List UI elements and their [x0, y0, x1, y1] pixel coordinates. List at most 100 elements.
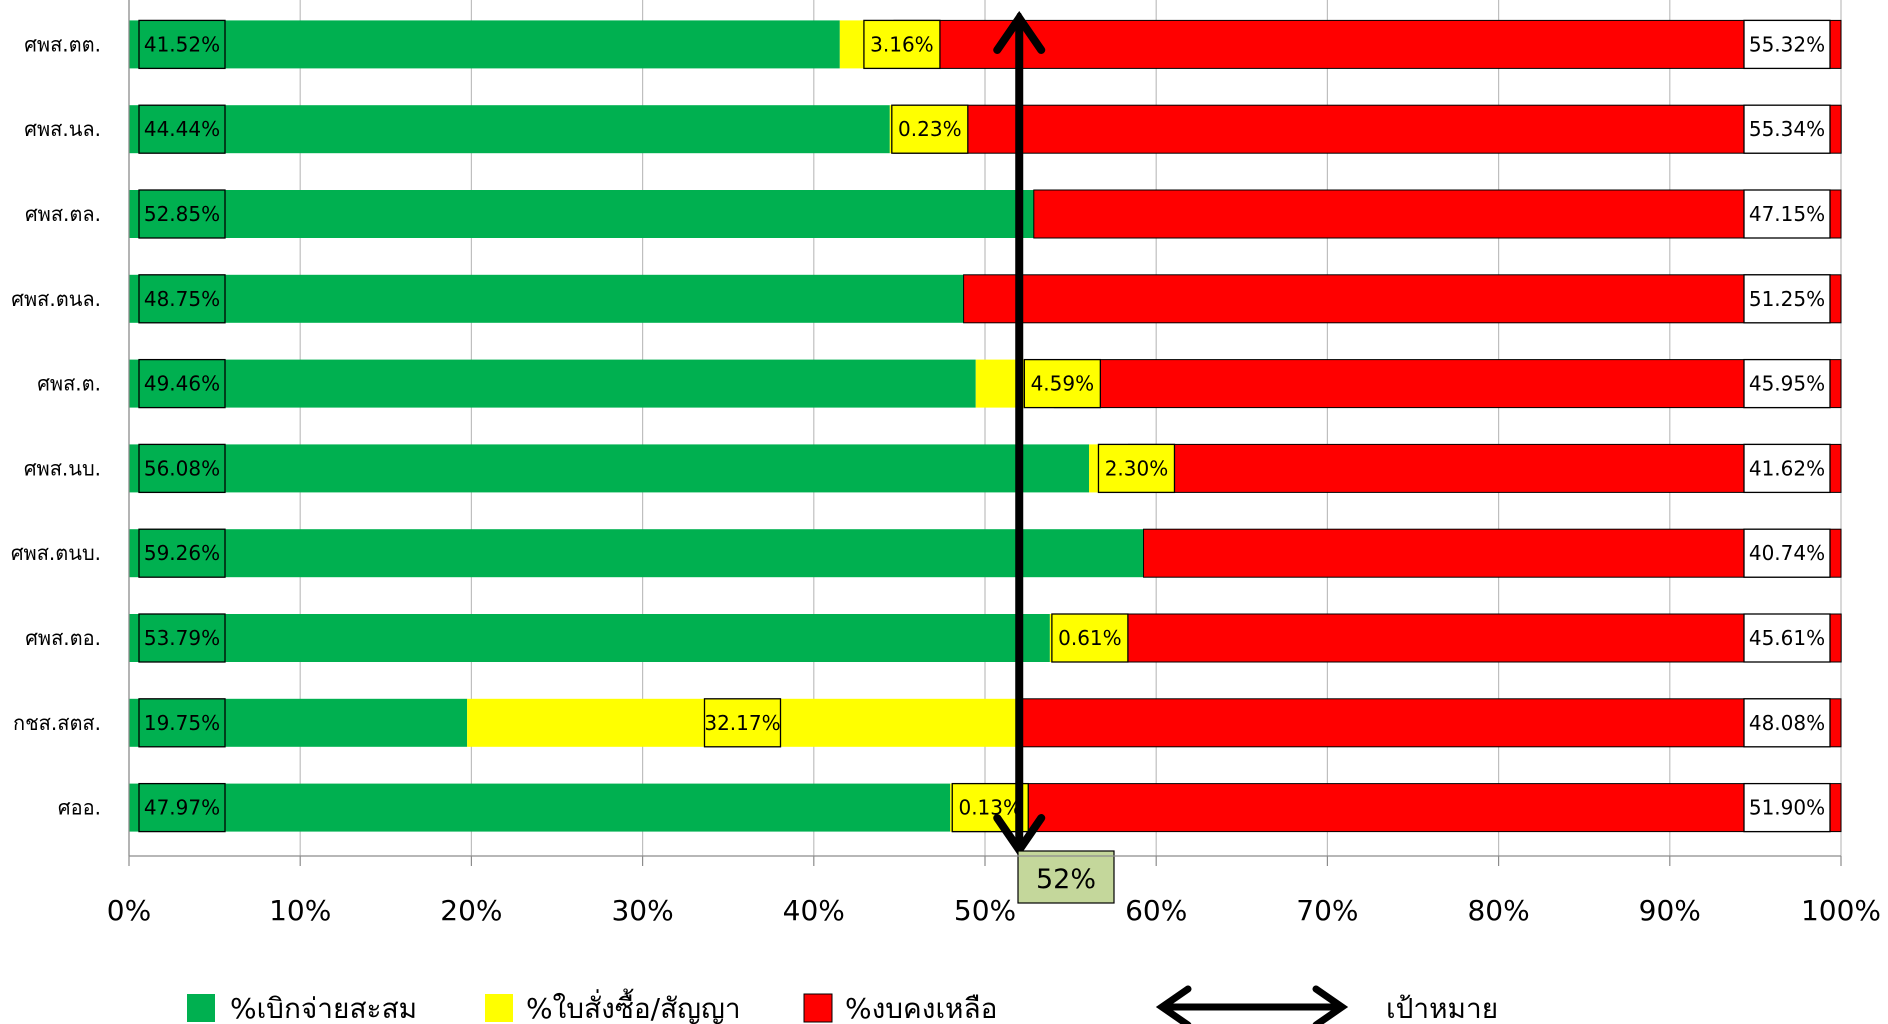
category-label: ศพส.ต.: [37, 372, 101, 396]
bar-segment: [129, 698, 468, 747]
x-tick-label: 50%: [954, 894, 1016, 927]
data-label-box: [138, 274, 226, 324]
bar-segment: [1127, 443, 1842, 493]
data-label: 44.44%: [144, 117, 220, 141]
data-label: 47.15%: [1749, 202, 1825, 226]
data-label: 0.13%: [958, 796, 1022, 820]
target-arrow-head-bottom: [993, 814, 1046, 858]
bar-segment: [1059, 613, 1842, 663]
data-label-box: [138, 698, 226, 748]
data-label-box: [138, 613, 226, 663]
axes: 0% 10% 20% 30% 40% 50% 60% 70% 80% 90% 100% ศพส.ตต.…: [11, 0, 1881, 927]
data-label: 53.79%: [144, 626, 220, 650]
data-label: 45.95%: [1749, 372, 1825, 396]
target-marker: 52%: [993, 10, 1115, 904]
data-label: 55.34%: [1749, 117, 1825, 141]
x-tick-label: 60%: [1125, 894, 1187, 927]
data-label-box: [703, 698, 782, 748]
category-label: กชส.สตส.: [13, 711, 101, 735]
data-label-box: [138, 19, 226, 70]
data-label-box: [1743, 274, 1831, 324]
data-label: 3.16%: [870, 32, 934, 56]
data-label: 51.90%: [1749, 796, 1825, 820]
data-label-box: [1743, 528, 1831, 578]
category-label: ศพส.ตนล.: [11, 287, 101, 311]
bar-segment: [129, 274, 964, 323]
bar-segment: [950, 783, 953, 832]
category-label: ศออ.: [58, 796, 101, 820]
bar-segment: [1143, 528, 1842, 578]
category-label: ศพส.ตต.: [24, 32, 101, 56]
data-label: 52.85%: [144, 202, 220, 226]
legend-label: %ใบสั่งซื้อ/สัญญา: [526, 988, 741, 1024]
bar-segment: [129, 190, 1034, 238]
legend-label: %เบิกจ่ายสะสม: [230, 992, 417, 1024]
x-tick-label: 30%: [611, 894, 673, 927]
data-label-box: [1097, 443, 1176, 494]
data-label-box: [863, 19, 941, 70]
bar-segment: [129, 529, 1144, 578]
data-label: 0.23%: [898, 117, 962, 141]
data-label: 48.08%: [1749, 711, 1825, 735]
data-label: 0.61%: [1058, 626, 1122, 650]
data-label-box: [1743, 19, 1831, 70]
bar-segment: [893, 19, 1842, 69]
legend: %เบิกจ่ายสะสม %ใบสั่งซื้อ/สัญญา %งบคงเหลือ…: [187, 985, 1498, 1024]
data-label: 45.61%: [1749, 626, 1825, 650]
x-tick-label: 90%: [1639, 894, 1701, 927]
bar-segment: [1053, 359, 1842, 409]
data-label-box: [138, 104, 226, 154]
bar-segment: [129, 20, 840, 69]
x-tick-label: 70%: [1296, 894, 1358, 927]
data-label-box: [138, 189, 226, 239]
bar-segment: [1033, 189, 1842, 239]
category-label: ศพส.นล.: [24, 117, 101, 141]
data-label-box: [1743, 443, 1831, 494]
data-label: 59.26%: [144, 541, 220, 565]
data-label-box: [1023, 358, 1101, 409]
legend-swatch: [187, 994, 215, 1022]
bar-segment: [129, 105, 890, 154]
x-tick-label: 0%: [107, 894, 151, 927]
bar-segment: [129, 444, 1090, 493]
data-label-box: [1743, 104, 1831, 154]
data-label: 40.74%: [1749, 541, 1825, 565]
data-label: 48.75%: [144, 287, 220, 311]
data-label-box: [1743, 189, 1831, 239]
x-tick-label: 20%: [440, 894, 502, 927]
data-label-box: [1743, 358, 1831, 409]
x-tick-label: 10%: [269, 894, 331, 927]
data-label: 51.25%: [1749, 287, 1825, 311]
data-label-box: [1051, 613, 1129, 663]
data-label: 2.30%: [1105, 456, 1169, 480]
bar-segment: [1017, 698, 1842, 748]
data-label-box: [891, 104, 969, 154]
legend-label: เป้าหมาย: [1386, 992, 1498, 1024]
bar-segment: [129, 783, 951, 832]
target-label-box: [1017, 850, 1115, 904]
category-label: ศพส.ตล.: [25, 202, 101, 226]
data-label: 41.52%: [144, 32, 220, 56]
bar-segment: [129, 614, 1050, 662]
category-label: ศพส.นบ.: [24, 456, 101, 480]
data-label: 49.46%: [144, 372, 220, 396]
x-tick-label: 100%: [1801, 894, 1881, 927]
data-label: 41.62%: [1749, 456, 1825, 480]
target-arrow-head-top: [993, 10, 1046, 54]
x-tick-label: 40%: [783, 894, 845, 927]
category-label: ศพส.ตอ.: [25, 626, 101, 650]
x-tick-label: 80%: [1467, 894, 1529, 927]
data-label-box: [138, 782, 226, 833]
data-label-box: [1743, 698, 1831, 748]
bar-segment: [963, 274, 1842, 324]
target-label: 52%: [1036, 864, 1096, 895]
bar-segment: [951, 783, 1842, 833]
legend-label: %งบคงเหลือ: [845, 992, 997, 1024]
data-label: 55.32%: [1749, 32, 1825, 56]
legend-arrow-head-right: [1312, 985, 1349, 1024]
data-label: 32.17%: [704, 711, 780, 735]
data-label-box: [138, 443, 226, 494]
legend-arrow-head-left: [1155, 985, 1192, 1024]
data-label-box: [138, 358, 226, 409]
